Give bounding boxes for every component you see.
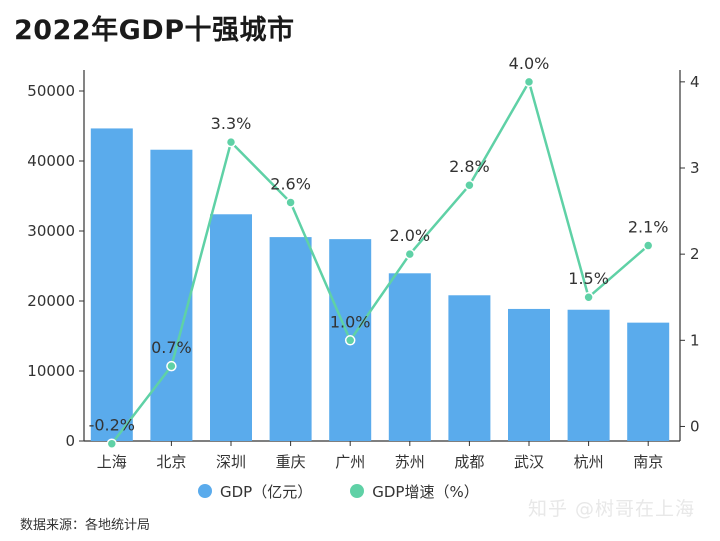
x-tick-label: 上海 bbox=[97, 453, 127, 471]
bar-成都[interactable] bbox=[448, 295, 491, 441]
growth-point-广州[interactable] bbox=[344, 335, 356, 346]
growth-point-武汉[interactable] bbox=[523, 76, 535, 88]
growth-point-苏州[interactable] bbox=[404, 248, 416, 260]
bar-南京[interactable] bbox=[627, 322, 670, 441]
y-left-tick-label: 20000 bbox=[27, 292, 75, 310]
x-tick-label: 南京 bbox=[633, 453, 663, 471]
growth-data-label: 1.5% bbox=[568, 269, 609, 288]
y-right-tick-label: 1 bbox=[690, 331, 700, 349]
y-left-tick-label: 0 bbox=[65, 432, 75, 450]
growth-point-北京[interactable] bbox=[166, 360, 177, 372]
growth-point-重庆[interactable] bbox=[285, 197, 296, 208]
growth-data-label: -0.2% bbox=[89, 416, 135, 435]
bar-上海[interactable] bbox=[90, 128, 133, 441]
growth-data-label: 2.0% bbox=[389, 226, 430, 245]
growth-point-上海[interactable] bbox=[106, 438, 118, 449]
legend-label-growth: GDP增速（%） bbox=[372, 482, 479, 501]
x-tick-label: 深圳 bbox=[216, 453, 246, 471]
growth-data-label: 2.1% bbox=[628, 218, 669, 237]
legend-swatch-growth bbox=[350, 484, 365, 498]
growth-data-label: 2.6% bbox=[270, 174, 311, 193]
y-left-tick-label: 50000 bbox=[27, 82, 75, 100]
y-right-tick-label: 0 bbox=[690, 417, 700, 435]
growth-point-深圳[interactable] bbox=[225, 136, 237, 148]
bar-苏州[interactable] bbox=[388, 273, 431, 441]
growth-line bbox=[110, 80, 650, 445]
bar-武汉[interactable] bbox=[508, 308, 550, 441]
watermark-text: 知乎 @树哥在上海 bbox=[528, 498, 696, 520]
growth-data-label: 2.8% bbox=[449, 157, 490, 176]
x-tick-label: 杭州 bbox=[574, 453, 604, 471]
growth-point-成都[interactable] bbox=[464, 179, 475, 191]
bar-北京[interactable] bbox=[150, 149, 193, 441]
legend-label-gdp: GDP（亿元） bbox=[220, 482, 313, 501]
x-tick-label: 北京 bbox=[156, 453, 186, 471]
data-source-note: 数据来源：各地统计局 bbox=[20, 518, 151, 533]
y-right-tick-label: 3 bbox=[690, 159, 700, 177]
x-tick-label: 武汉 bbox=[514, 453, 544, 471]
x-tick-label: 重庆 bbox=[276, 453, 306, 471]
bar-深圳[interactable] bbox=[210, 214, 252, 441]
legend-item-growth[interactable]: GDP增速（%） bbox=[350, 481, 479, 502]
growth-point-杭州[interactable] bbox=[583, 291, 594, 303]
x-tick-label: 苏州 bbox=[395, 453, 425, 471]
chart-legend: GDP（亿元） GDP增速（%） bbox=[198, 480, 517, 502]
growth-data-label: 4.0% bbox=[509, 54, 550, 73]
chart-title: 2022年GDP十强城市 bbox=[14, 15, 295, 46]
y-left-tick-label: 30000 bbox=[27, 222, 75, 240]
growth-data-label: 3.3% bbox=[211, 114, 252, 133]
y-right-tick-label: 2 bbox=[690, 245, 700, 263]
legend-item-gdp[interactable]: GDP（亿元） bbox=[198, 481, 312, 502]
x-tick-label: 广州 bbox=[335, 453, 365, 471]
x-tick-label: 成都 bbox=[454, 453, 484, 471]
y-left-tick-label: 10000 bbox=[27, 362, 75, 380]
growth-point-南京[interactable] bbox=[642, 240, 654, 251]
growth-data-label: 0.7% bbox=[151, 338, 192, 357]
bar-杭州[interactable] bbox=[567, 309, 610, 441]
growth-data-label: 1.0% bbox=[330, 312, 371, 331]
bar-重庆[interactable] bbox=[269, 237, 312, 441]
y-right-tick-label: 4 bbox=[690, 73, 700, 91]
y-left-tick-label: 40000 bbox=[27, 152, 75, 170]
legend-swatch-gdp bbox=[198, 484, 212, 498]
